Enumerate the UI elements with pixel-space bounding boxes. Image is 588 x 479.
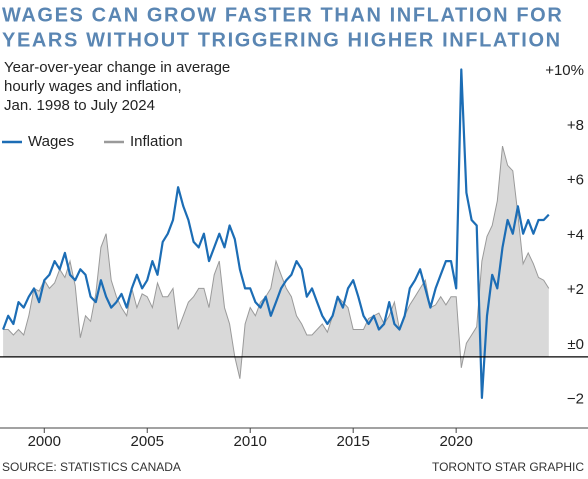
- x-tick-label: 2010: [234, 433, 267, 450]
- chart-title: WAGES CAN GROW FASTER THAN INFLATION FOR: [2, 4, 563, 26]
- legend-label: Inflation: [130, 133, 183, 150]
- inflation-line: [3, 145, 550, 379]
- subtitle: Year-over-year change in average: [4, 59, 230, 76]
- x-tick-label: 2015: [336, 433, 369, 450]
- y-tick-label: +6: [567, 172, 584, 189]
- x-tick-label: 2020: [439, 433, 472, 450]
- y-tick-label: +8: [567, 117, 584, 134]
- y-tick-label: ±0: [567, 336, 584, 353]
- y-tick-label: −2: [567, 391, 584, 408]
- y-tick-label: +2: [567, 281, 584, 298]
- credit: TORONTO STAR GRAPHIC: [432, 460, 584, 474]
- chart-title: YEARS WITHOUT TRIGGERING HIGHER INFLATIO…: [2, 29, 562, 51]
- y-tick-label: +4: [567, 226, 584, 243]
- x-tick-label: 2005: [131, 433, 164, 450]
- wages-line: [2, 68, 550, 399]
- source: SOURCE: STATISTICS CANADA: [2, 460, 181, 474]
- legend-label: Wages: [28, 133, 74, 150]
- y-tick-label: +10%: [545, 62, 584, 79]
- subtitle: Jan. 1998 to July 2024: [4, 97, 155, 114]
- subtitle: hourly wages and inflation,: [4, 78, 182, 95]
- x-tick-label: 2000: [28, 433, 61, 450]
